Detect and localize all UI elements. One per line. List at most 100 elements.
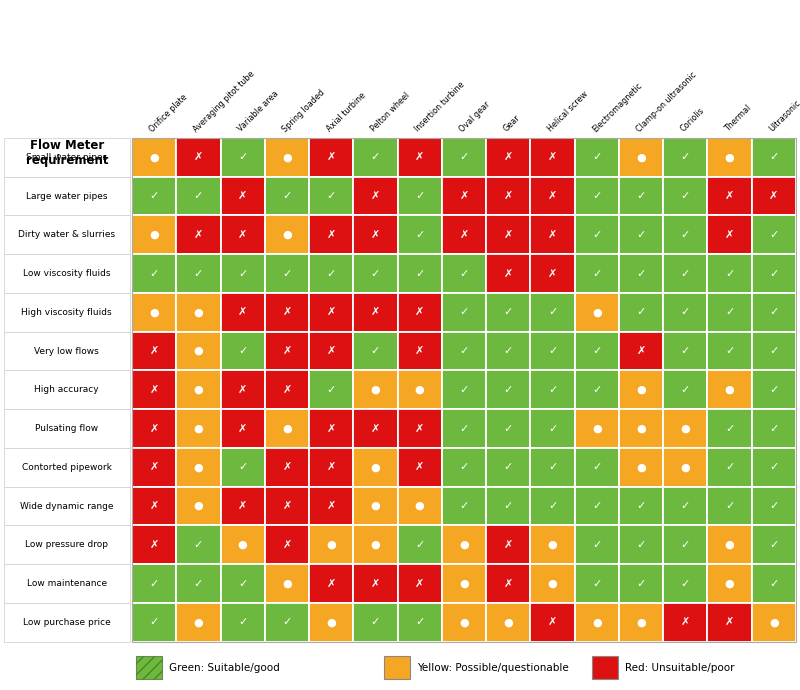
- Bar: [619, 138, 663, 177]
- Bar: [619, 526, 663, 564]
- Text: ●: ●: [326, 618, 336, 627]
- Bar: [486, 177, 530, 215]
- Bar: [530, 448, 574, 486]
- Bar: [486, 254, 530, 293]
- Text: ✓: ✓: [592, 462, 602, 473]
- Bar: [4, 215, 130, 254]
- Bar: [574, 526, 619, 564]
- Text: ✗: ✗: [415, 462, 425, 473]
- Text: High viscosity fluids: High viscosity fluids: [22, 308, 112, 317]
- Text: ●: ●: [769, 618, 778, 627]
- Bar: [752, 448, 796, 486]
- Bar: [619, 564, 663, 603]
- Bar: [707, 564, 752, 603]
- Text: ✗: ✗: [282, 462, 292, 473]
- Bar: [132, 448, 176, 486]
- Bar: [663, 293, 707, 332]
- Bar: [309, 603, 354, 642]
- Bar: [398, 448, 442, 486]
- Text: ●: ●: [725, 152, 734, 162]
- Text: ✓: ✓: [459, 268, 469, 279]
- Text: ✓: ✓: [769, 501, 778, 511]
- Text: ✓: ✓: [769, 346, 778, 356]
- Bar: [486, 448, 530, 486]
- Text: ✗: ✗: [370, 307, 380, 317]
- Text: ✓: ✓: [548, 307, 558, 317]
- Bar: [752, 409, 796, 448]
- Bar: [707, 409, 752, 448]
- Bar: [221, 526, 265, 564]
- Bar: [354, 486, 398, 526]
- Bar: [221, 564, 265, 603]
- Text: ✗: ✗: [238, 230, 247, 240]
- Bar: [354, 603, 398, 642]
- Text: ✓: ✓: [194, 191, 203, 201]
- Bar: [663, 138, 707, 177]
- Bar: [574, 138, 619, 177]
- Bar: [354, 371, 398, 409]
- Text: Clamp-on ultrasonic: Clamp-on ultrasonic: [634, 70, 698, 134]
- Bar: [4, 293, 130, 332]
- Text: ●: ●: [636, 618, 646, 627]
- Bar: [663, 526, 707, 564]
- Bar: [309, 409, 354, 448]
- Text: ✓: ✓: [459, 424, 469, 433]
- Text: ✓: ✓: [194, 540, 203, 550]
- Bar: [574, 254, 619, 293]
- Text: Low pressure drop: Low pressure drop: [26, 540, 108, 549]
- Bar: [663, 409, 707, 448]
- Text: ✓: ✓: [769, 462, 778, 473]
- Bar: [574, 215, 619, 254]
- Bar: [176, 215, 221, 254]
- Text: Thermal: Thermal: [723, 104, 753, 134]
- Bar: [663, 332, 707, 371]
- Bar: [354, 215, 398, 254]
- Text: ✓: ✓: [636, 268, 646, 279]
- Bar: [752, 215, 796, 254]
- Text: ✓: ✓: [725, 268, 734, 279]
- Bar: [486, 409, 530, 448]
- Text: ✓: ✓: [769, 268, 778, 279]
- Bar: [265, 332, 309, 371]
- Text: ✓: ✓: [326, 268, 336, 279]
- Text: ✓: ✓: [326, 191, 336, 201]
- Text: ✓: ✓: [238, 268, 247, 279]
- Text: ✓: ✓: [725, 307, 734, 317]
- Text: ✓: ✓: [592, 230, 602, 240]
- Bar: [574, 293, 619, 332]
- Bar: [486, 564, 530, 603]
- Text: ✓: ✓: [636, 307, 646, 317]
- Bar: [132, 254, 176, 293]
- Text: ●: ●: [194, 307, 203, 317]
- Text: ✗: ✗: [150, 462, 159, 473]
- Text: ✓: ✓: [769, 540, 778, 550]
- Bar: [619, 177, 663, 215]
- Text: Low viscosity fluids: Low viscosity fluids: [23, 269, 110, 278]
- Text: ✗: ✗: [238, 501, 247, 511]
- Bar: [619, 254, 663, 293]
- Bar: [4, 448, 130, 486]
- Text: ●: ●: [415, 385, 425, 395]
- Bar: [442, 177, 486, 215]
- Bar: [4, 138, 130, 177]
- Bar: [574, 603, 619, 642]
- Bar: [707, 448, 752, 486]
- Bar: [309, 371, 354, 409]
- Bar: [752, 603, 796, 642]
- Bar: [619, 332, 663, 371]
- Bar: [663, 215, 707, 254]
- Bar: [221, 138, 265, 177]
- Text: ✗: ✗: [370, 230, 380, 240]
- Bar: [486, 603, 530, 642]
- Text: ✓: ✓: [459, 307, 469, 317]
- Bar: [4, 371, 130, 409]
- Bar: [574, 448, 619, 486]
- Bar: [354, 526, 398, 564]
- Text: ●: ●: [459, 618, 469, 627]
- Text: ✓: ✓: [150, 191, 159, 201]
- Bar: [574, 332, 619, 371]
- Bar: [398, 371, 442, 409]
- Text: ✗: ✗: [326, 152, 336, 162]
- Bar: [354, 564, 398, 603]
- Text: ✓: ✓: [681, 152, 690, 162]
